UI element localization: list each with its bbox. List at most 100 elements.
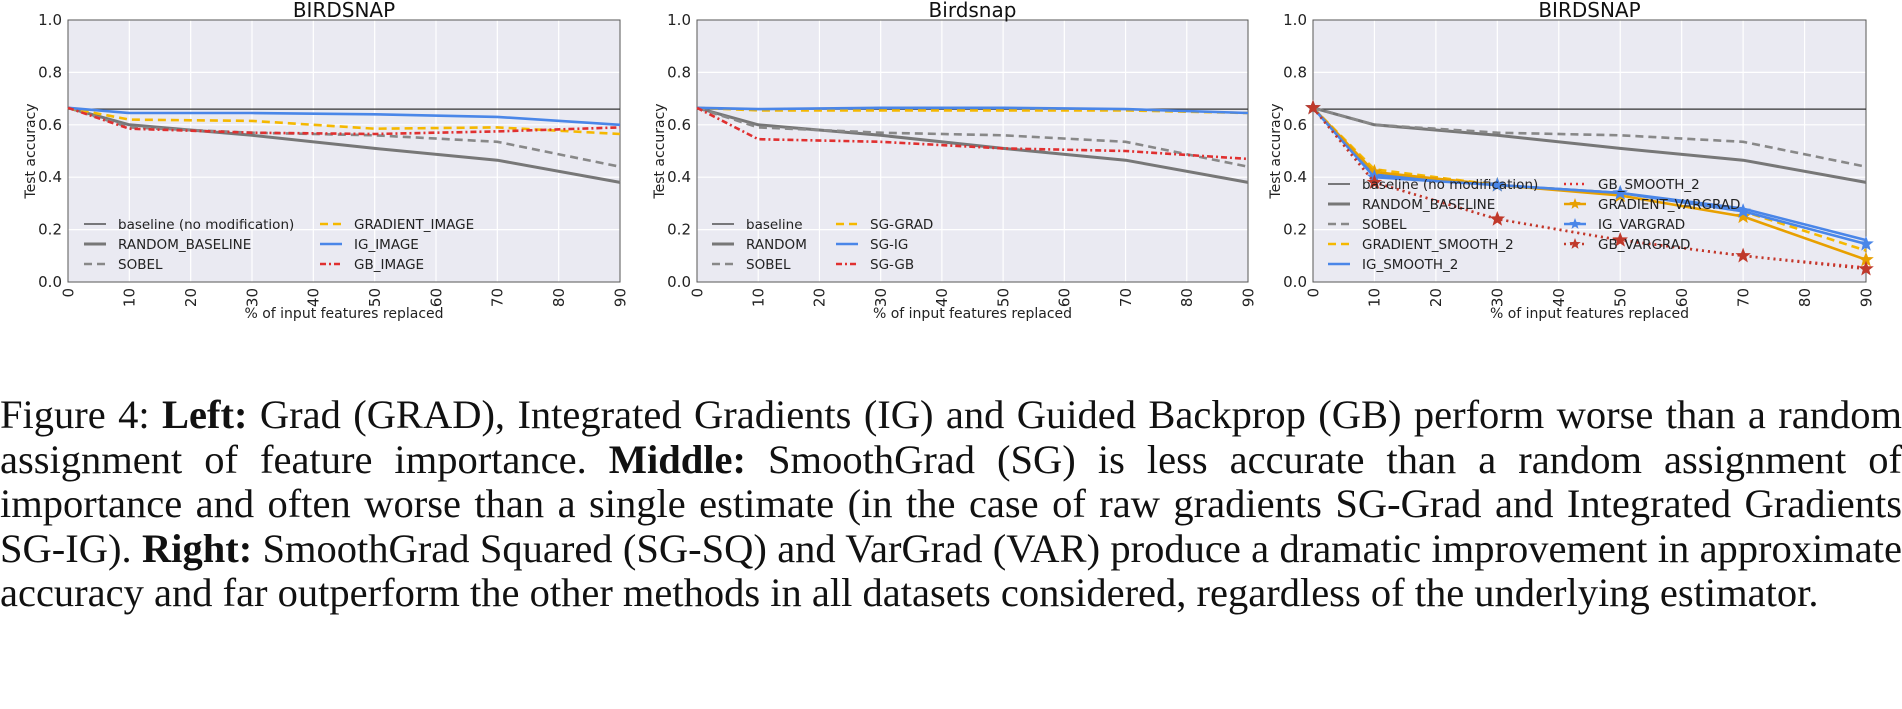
- x-axis-label: % of input features replaced: [1490, 306, 1689, 322]
- y-tick-label: 1.0: [667, 11, 691, 29]
- legend-label: GB_SMOOTH_2: [1598, 177, 1700, 193]
- x-tick-label: 10: [749, 288, 767, 307]
- x-tick-label: 50: [366, 288, 384, 307]
- legend-label: baseline (no modification): [1362, 177, 1538, 193]
- series-line-sobel: [1312, 106, 1867, 168]
- y-tick-label: 0.4: [1283, 168, 1307, 186]
- y-tick-label: 0.6: [38, 116, 62, 134]
- data-point-ig-vargrad: [1858, 235, 1874, 251]
- legend-label: SOBEL: [746, 257, 791, 273]
- legend-label: baseline (no modification): [118, 217, 294, 233]
- caption-figure-label: Figure 4:: [0, 392, 163, 437]
- x-tick-label: 60: [427, 288, 445, 307]
- y-tick-label: 0.8: [1283, 63, 1307, 81]
- x-tick-label: 20: [811, 288, 829, 307]
- x-axis-label: % of input features replaced: [873, 306, 1072, 322]
- series-line-random-baseline: [67, 106, 621, 184]
- series-line-ig-image: [67, 106, 621, 127]
- y-tick-label: 1.0: [1283, 11, 1307, 29]
- x-tick-label: 60: [1673, 288, 1691, 307]
- legend-label: GRADIENT_IMAGE: [354, 217, 474, 233]
- chart-title: Birdsnap: [929, 0, 1017, 22]
- data-point-gb-vargrad: [1612, 231, 1628, 247]
- x-tick-label: 90: [1239, 288, 1257, 307]
- plot-frame: [1312, 19, 1867, 283]
- series-line-sg-ig: [696, 106, 1249, 115]
- series-line-sobel: [696, 106, 1249, 168]
- legend-label: RANDOM: [746, 237, 807, 253]
- caption-right-text: SmoothGrad Squared (SG-SQ) and VarGrad (…: [0, 525, 1902, 615]
- legend: baseline RANDOM SOBEL SG-GRAD SG-IG SG-GB: [712, 217, 933, 273]
- data-point-ig-vargrad: [1735, 203, 1751, 218]
- x-tick-label: 60: [1056, 288, 1074, 307]
- caption-left-text: Grad (GRAD), Integrated Gradients (IG) a…: [0, 392, 1902, 482]
- series-line-sg-gb: [696, 106, 1249, 161]
- x-tick-label: 90: [1857, 288, 1875, 307]
- legend-label: SOBEL: [1362, 217, 1407, 233]
- legend: baseline (no modification) RANDOM_BASELIN…: [1328, 177, 1740, 273]
- plot-area: [68, 20, 620, 282]
- x-tick-label: 0: [1304, 288, 1322, 298]
- x-tick-label: 20: [1427, 288, 1445, 307]
- legend-marker: [1569, 198, 1581, 209]
- data-point-ig-vargrad: [1612, 184, 1628, 200]
- legend-label: GB_VARGRAD: [1598, 237, 1690, 253]
- y-axis-label: Test accuracy: [23, 103, 39, 199]
- x-tick-label: 30: [1489, 288, 1507, 307]
- legend-label: GB_IMAGE: [354, 257, 424, 273]
- series-line-random: [696, 106, 1249, 184]
- plot-area: [1313, 20, 1866, 282]
- y-tick-label: 0.8: [38, 63, 62, 81]
- x-tick-label: 40: [1550, 288, 1568, 307]
- x-tick-label: 70: [489, 288, 507, 307]
- y-tick-label: 0.2: [667, 221, 691, 239]
- chart-3: 0.0 0.2 0.4 0.6 0.8 1.0 0 10 20 30 40 50 60 70 80 90 BIR…: [1268, 0, 1875, 322]
- y-tick-label: 0.6: [1283, 116, 1307, 134]
- x-axis-label: % of input features replaced: [244, 306, 443, 322]
- y-tick-label: 1.0: [38, 11, 62, 29]
- y-tick-label: 0.4: [667, 168, 691, 186]
- y-tick-label: 0.6: [667, 116, 691, 134]
- x-tick-label: 0: [688, 288, 706, 298]
- x-tick-label: 10: [1366, 288, 1384, 307]
- legend-label: IG_IMAGE: [354, 237, 419, 253]
- y-tick-label: 0.0: [667, 273, 691, 291]
- data-point-gb-vargrad: [1305, 99, 1321, 115]
- data-point-gb-vargrad: [1858, 260, 1874, 276]
- x-tick-label: 40: [305, 288, 323, 307]
- data-point-gb-vargrad: [1366, 174, 1383, 190]
- chart-1: 0.0 0.2 0.4 0.6 0.8 1.0 0 10 20 30 40 50 60 70 80 90 BIR…: [23, 0, 629, 322]
- y-tick-label: 0.4: [38, 168, 62, 186]
- x-tick-label: 20: [182, 288, 200, 307]
- y-tick-label: 0.2: [38, 221, 62, 239]
- legend-label: SG-GRAD: [870, 217, 933, 233]
- caption-left-heading: Left:: [162, 392, 248, 437]
- x-tick-label: 30: [872, 288, 890, 307]
- caption-middle-heading: Middle:: [608, 436, 747, 482]
- series-line-gradient-smooth-2: [1312, 106, 1867, 252]
- x-tick-label: 10: [121, 288, 139, 307]
- caption-middle-text: SmoothGrad (SG) is less accurate than a …: [0, 436, 1902, 571]
- legend: baseline (no modification) RANDOM_BASELIN…: [84, 217, 474, 273]
- caption-right-heading: Right:: [141, 525, 253, 571]
- x-tick-label: 70: [1734, 288, 1752, 307]
- x-tick-label: 50: [994, 288, 1012, 307]
- plot-area: [697, 20, 1248, 282]
- legend-label: baseline: [746, 217, 803, 233]
- legend-marker: [1569, 238, 1581, 249]
- figure-caption: Figure 4: Left: Grad (GRAD), Integrated …: [0, 392, 1902, 616]
- chart-2: 0.0 0.2 0.4 0.6 0.8 1.0 0 10 20 30 40 50 60 70 80 90 Bir…: [652, 0, 1257, 322]
- series-line-ig-vargrad: [1312, 106, 1867, 246]
- data-point-ig-vargrad: [1489, 176, 1506, 192]
- x-tick-label: 80: [1178, 288, 1196, 307]
- y-tick-label: 0.0: [1283, 273, 1307, 291]
- legend-label: SG-GB: [870, 257, 914, 273]
- legend-label: RANDOM_BASELINE: [118, 237, 251, 253]
- series-line-gradient-image: [67, 106, 621, 136]
- x-tick-label: 50: [1611, 288, 1629, 307]
- y-axis-label: Test accuracy: [652, 103, 668, 199]
- legend-label: SG-IG: [870, 237, 908, 253]
- data-point-gb-vargrad: [1735, 247, 1751, 263]
- plot-frame: [67, 19, 621, 283]
- data-point-gb-vargrad: [1489, 210, 1506, 226]
